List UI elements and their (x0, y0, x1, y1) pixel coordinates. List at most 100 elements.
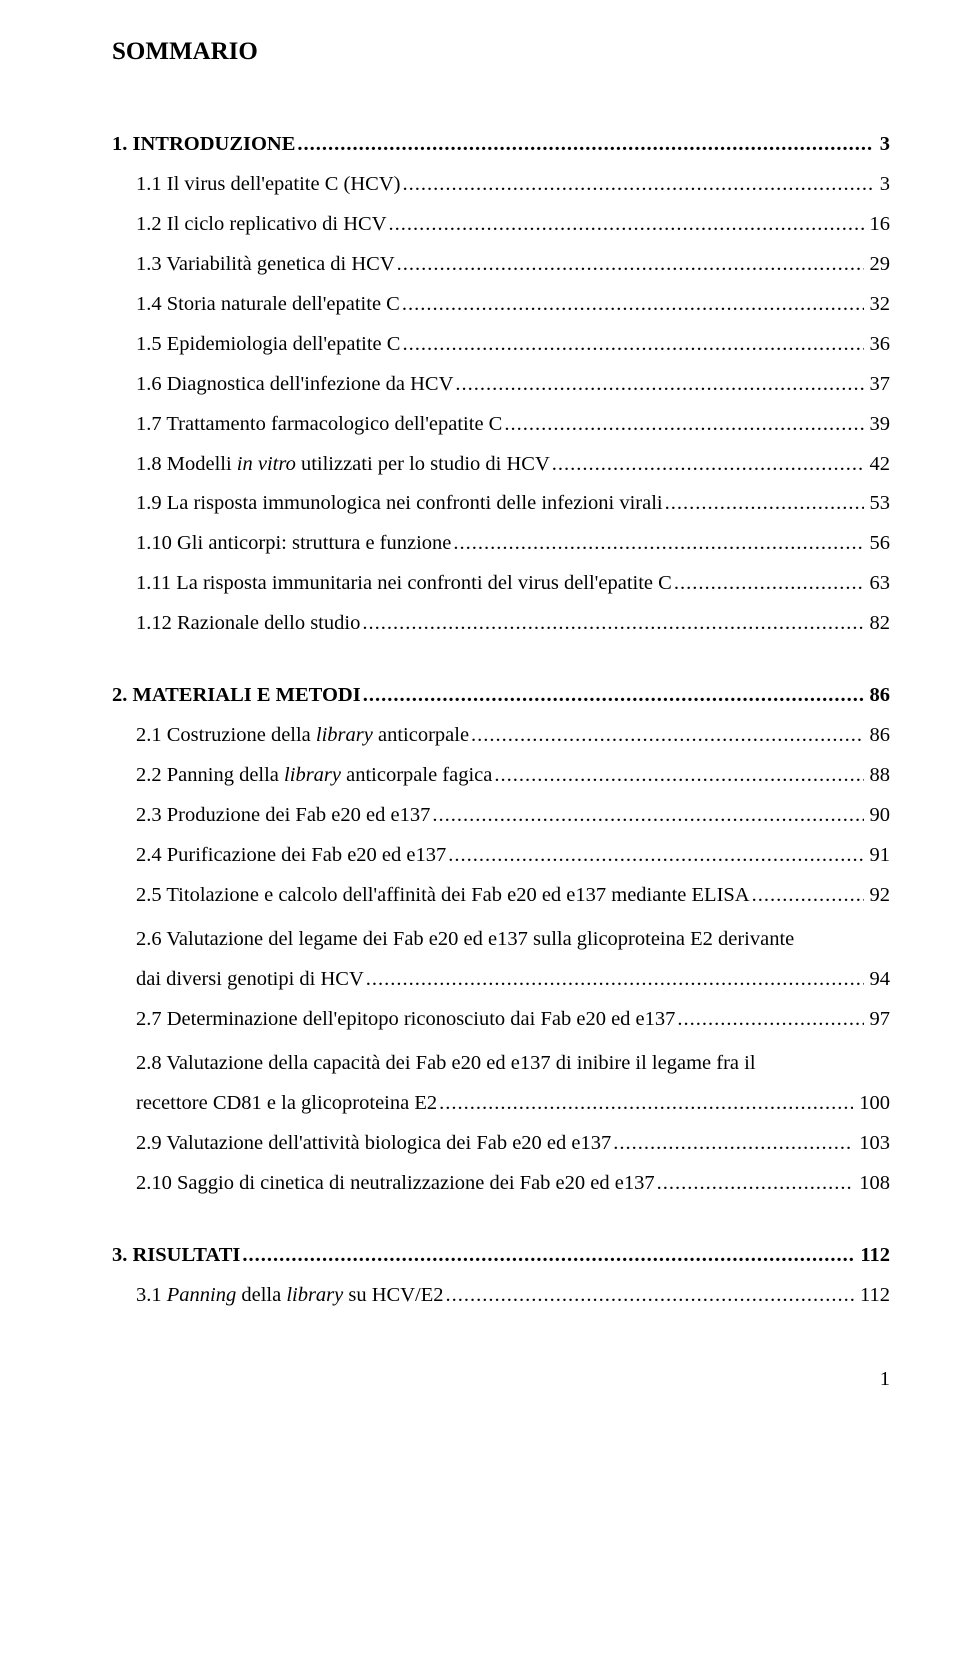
toc-entry-label: 2.1 Costruzione della library anticorpal… (136, 716, 469, 756)
page-number: 1 (112, 1360, 890, 1400)
leader (455, 365, 863, 405)
toc-entry-page: 94 (866, 960, 891, 1000)
leader (453, 524, 863, 564)
toc-entry-label: 1.12 Razionale dello studio (136, 604, 360, 644)
toc-entry: 1.11 La risposta immunitaria nei confron… (112, 564, 890, 604)
toc-entry-page: 56 (866, 524, 891, 564)
leader (446, 1276, 855, 1316)
leader (448, 836, 863, 876)
toc-entry-page: 3 (876, 165, 890, 205)
section-1-head: 1. INTRODUZIONE 3 (112, 125, 890, 165)
leader (494, 756, 863, 796)
toc-entry-text: dai diversi genotipi di HCV (136, 960, 364, 1000)
toc-entry: 2.3 Produzione dei Fab e20 ed e137 90 (112, 796, 890, 836)
toc-entry-page: 92 (866, 876, 891, 916)
section-1-page: 3 (876, 125, 890, 165)
toc-entry-label: 2.9 Valutazione dell'attività biologica … (136, 1124, 611, 1164)
leader (657, 1164, 854, 1204)
toc-entry-label: 2.2 Panning della library anticorpale fa… (136, 756, 492, 796)
toc-entry: 1.8 Modelli in vitro utilizzati per lo s… (112, 445, 890, 485)
toc-entry-label: 1.5 Epidemiologia dell'epatite C (136, 325, 400, 365)
leader (439, 1084, 853, 1124)
toc-entry-page: 88 (866, 756, 891, 796)
toc-entry-page: 36 (866, 325, 891, 365)
leader (504, 405, 863, 445)
section-2-page: 86 (866, 676, 891, 716)
section-1-label: 1. INTRODUZIONE (112, 125, 295, 165)
toc-entry-label: 1.7 Trattamento farmacologico dell'epati… (136, 405, 502, 445)
toc-entry: 1.2 Il ciclo replicativo di HCV 16 (112, 205, 890, 245)
leader (297, 125, 873, 165)
toc-entry-label: 1.9 La risposta immunologica nei confron… (136, 484, 663, 524)
toc-entry: 1.1 Il virus dell'epatite C (HCV) 3 (112, 165, 890, 205)
leader (242, 1236, 854, 1276)
toc-entry-text: 2.8 Valutazione della capacità dei Fab e… (136, 1044, 890, 1084)
toc-entry-label: 2.4 Purificazione dei Fab e20 ed e137 (136, 836, 446, 876)
toc-entry-label: 2.10 Saggio di cinetica di neutralizzazi… (136, 1164, 655, 1204)
toc-entry-2-6: 2.6 Valutazione del legame dei Fab e20 e… (112, 920, 890, 1000)
section-2-label: 2. MATERIALI E METODI (112, 676, 361, 716)
toc-entry-label: 1.4 Storia naturale dell'epatite C (136, 285, 400, 325)
leader (363, 676, 864, 716)
leader (402, 325, 863, 365)
leader (402, 165, 873, 205)
toc-entry-label: 2.7 Determinazione dell'epitopo riconosc… (136, 1000, 675, 1040)
toc-entry: 1.4 Storia naturale dell'epatite C32 (112, 285, 890, 325)
toc-entry-page: 108 (855, 1164, 890, 1204)
toc-entry-label: 1.11 La risposta immunitaria nei confron… (136, 564, 672, 604)
toc-entry-2-8: 2.8 Valutazione della capacità dei Fab e… (112, 1044, 890, 1124)
toc-entry-page: 97 (866, 1000, 891, 1040)
toc-entry: 1.9 La risposta immunologica nei confron… (112, 484, 890, 524)
toc-entry: 2.9 Valutazione dell'attività biologica … (112, 1124, 890, 1164)
leader (402, 285, 864, 325)
toc-entry-page: 39 (866, 405, 891, 445)
toc-entry-label: 1.3 Variabilità genetica di HCV (136, 245, 395, 285)
doc-title: SOMMARIO (112, 28, 890, 77)
toc-entry-label: 1.8 Modelli in vitro utilizzati per lo s… (136, 445, 550, 485)
toc-entry-page: 103 (855, 1124, 890, 1164)
toc-entry-label: 3.1 Panning della library su HCV/E2 (136, 1276, 444, 1316)
toc-entry-page: 42 (866, 445, 891, 485)
toc-entry: 1.5 Epidemiologia dell'epatite C 36 (112, 325, 890, 365)
toc-entry: 1.6 Diagnostica dell'infezione da HCV 37 (112, 365, 890, 405)
leader (366, 960, 864, 1000)
toc-entry: 2.10 Saggio di cinetica di neutralizzazi… (112, 1164, 890, 1204)
toc-entry-page: 100 (855, 1084, 890, 1124)
leader (471, 716, 863, 756)
toc-entry-page: 16 (866, 205, 891, 245)
toc-entry-label: 2.5 Titolazione e calcolo dell'affinità … (136, 876, 750, 916)
toc-entry: 1.7 Trattamento farmacologico dell'epati… (112, 405, 890, 445)
leader (362, 604, 863, 644)
section-2-head: 2. MATERIALI E METODI 86 (112, 676, 890, 716)
toc-entry-page: 63 (866, 564, 891, 604)
toc-entry-label: 1.2 Il ciclo replicativo di HCV (136, 205, 387, 245)
toc-entry: 2.5 Titolazione e calcolo dell'affinità … (112, 876, 890, 916)
toc-entry: 1.12 Razionale dello studio82 (112, 604, 890, 644)
toc-entry-page: 86 (866, 716, 891, 756)
toc-entry-page: 37 (866, 365, 891, 405)
leader (397, 245, 864, 285)
toc-entry-page: 112 (856, 1276, 890, 1316)
section-3-label: 3. RISULTATI (112, 1236, 240, 1276)
section-3-page: 112 (856, 1236, 890, 1276)
toc-entry: 2.1 Costruzione della library anticorpal… (112, 716, 890, 756)
toc-entry: 3.1 Panning della library su HCV/E2 112 (112, 1276, 890, 1316)
toc-entry-label: 1.6 Diagnostica dell'infezione da HCV (136, 365, 453, 405)
toc-entry: 2.2 Panning della library anticorpale fa… (112, 756, 890, 796)
toc-entry: 2.4 Purificazione dei Fab e20 ed e137 91 (112, 836, 890, 876)
toc-entry-page: 91 (866, 836, 891, 876)
toc-entry: 2.7 Determinazione dell'epitopo riconosc… (112, 1000, 890, 1040)
leader (674, 564, 864, 604)
toc-entry-label: 2.3 Produzione dei Fab e20 ed e137 (136, 796, 430, 836)
leader (677, 1000, 863, 1040)
toc-entry-page: 29 (866, 245, 891, 285)
toc-entry-page: 53 (866, 484, 891, 524)
toc-entry-label: 1.1 Il virus dell'epatite C (HCV) (136, 165, 400, 205)
leader (665, 484, 864, 524)
toc-entry: 1.10 Gli anticorpi: struttura e funzione… (112, 524, 890, 564)
leader (752, 876, 864, 916)
section-3-head: 3. RISULTATI 112 (112, 1236, 890, 1276)
toc-entry-text: 2.6 Valutazione del legame dei Fab e20 e… (136, 920, 890, 960)
leader (389, 205, 864, 245)
toc-entry-page: 90 (866, 796, 891, 836)
